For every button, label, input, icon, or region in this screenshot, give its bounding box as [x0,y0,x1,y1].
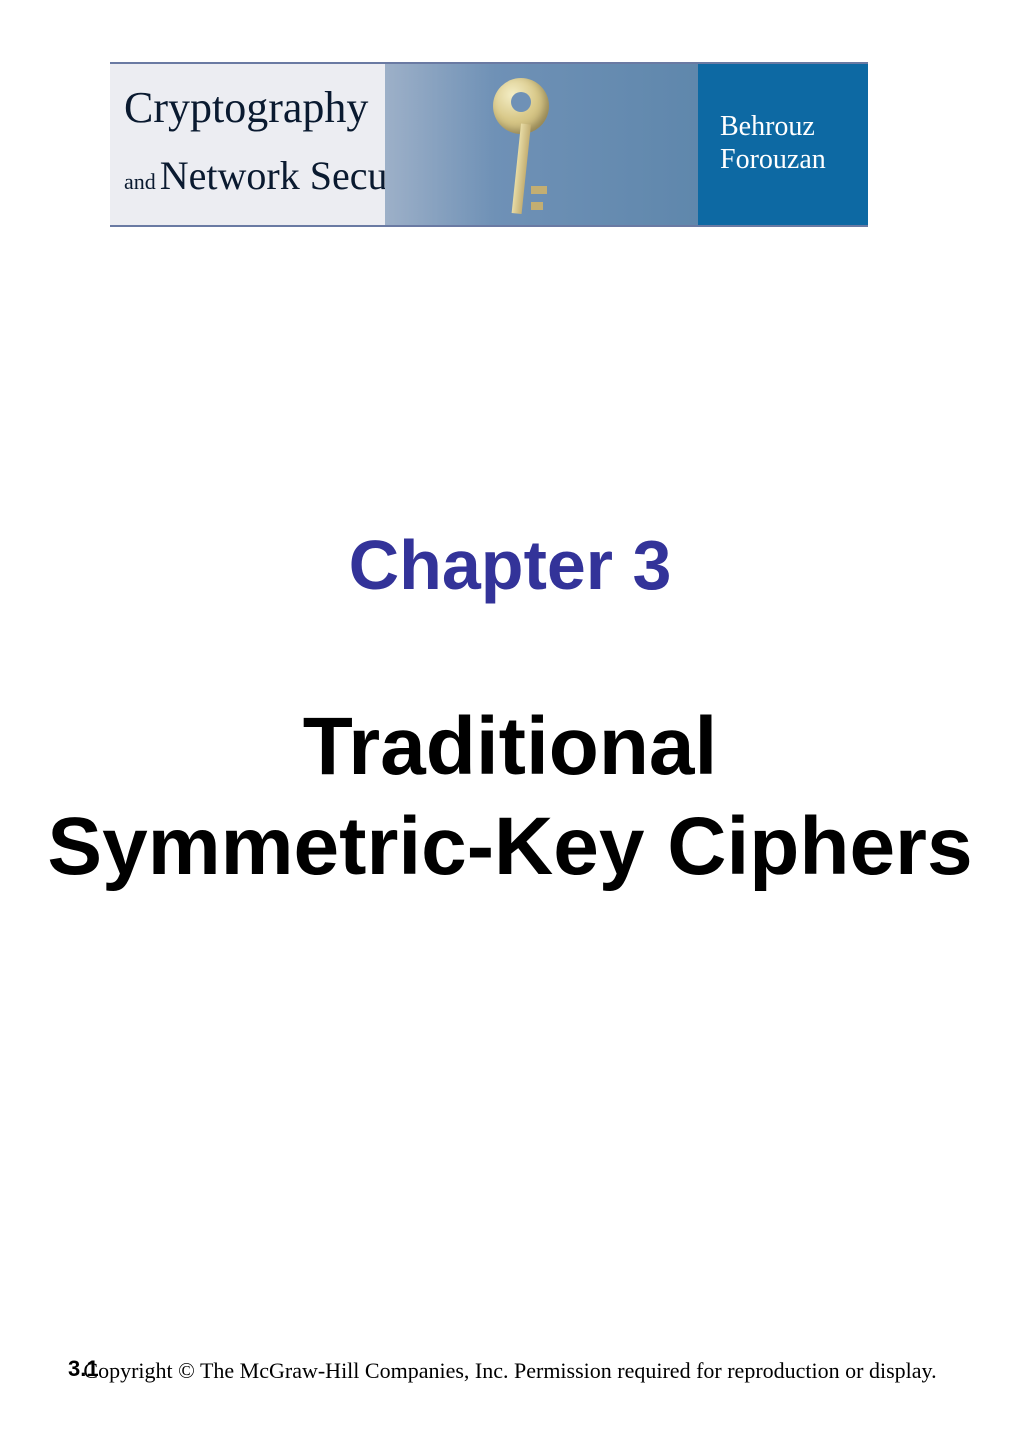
copyright-notice: Copyright © The McGraw-Hill Companies, I… [0,1358,1020,1384]
book-title-line1: Cryptography [124,82,368,133]
banner-image-panel [385,64,698,225]
banner-title-panel: Cryptography andNetwork Security [110,64,385,225]
slide-title-line1: Traditional [0,700,1020,794]
banner-author-panel: Behrouz Forouzan [698,64,868,225]
slide-title-line2: Symmetric-Key Ciphers [0,800,1020,894]
book-title-prefix: and [124,169,156,194]
chapter-label: Chapter 3 [0,525,1020,605]
key-tooth-icon [531,202,543,210]
book-banner: Cryptography andNetwork Security Behrouz… [110,62,868,227]
author-lastname: Forouzan [720,143,826,177]
slide: Cryptography andNetwork Security Behrouz… [0,0,1020,1442]
key-shaft-icon [512,123,531,214]
key-hole-icon [511,92,531,112]
author-firstname: Behrouz [720,112,826,143]
key-tooth-icon [531,186,547,194]
author-name: Behrouz Forouzan [720,112,826,176]
